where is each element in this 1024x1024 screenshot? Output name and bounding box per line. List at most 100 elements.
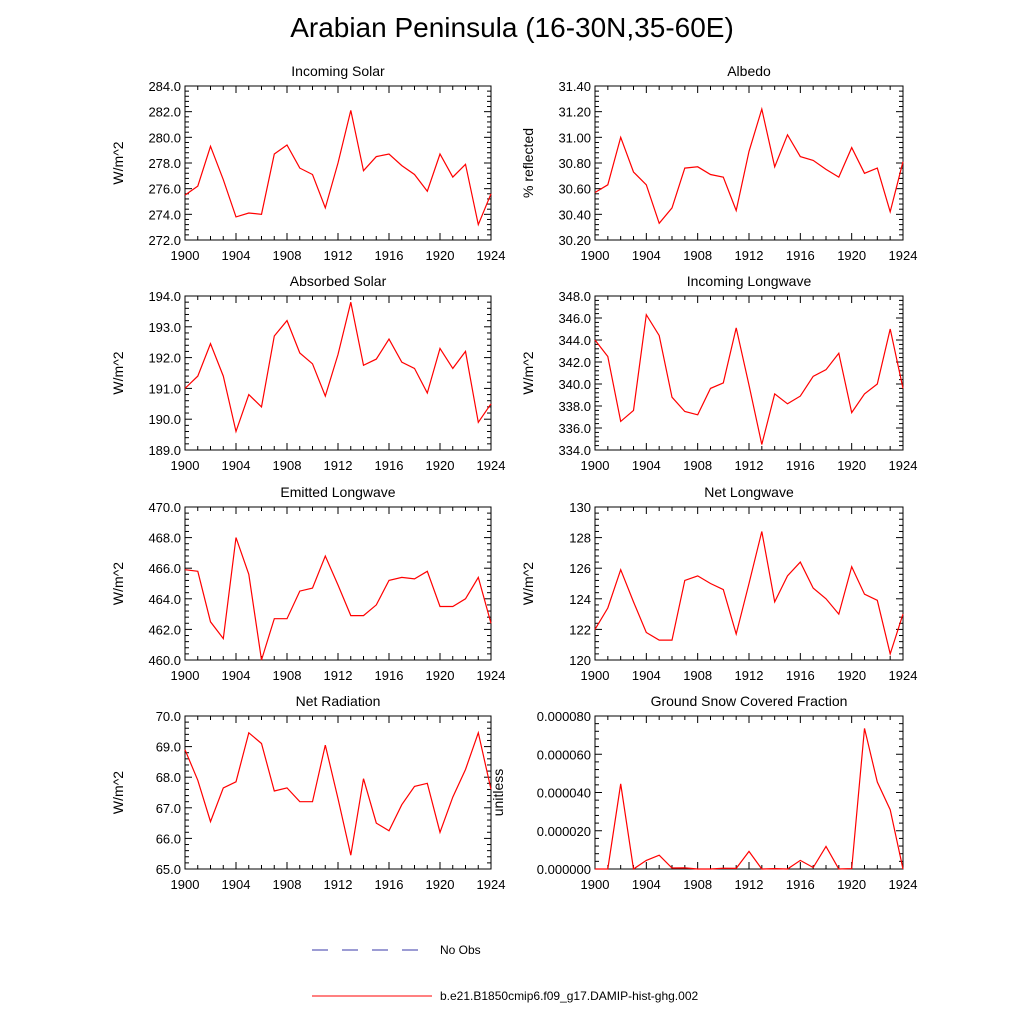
x-tick-label: 1908: [273, 248, 302, 263]
x-tick-label: 1904: [222, 877, 251, 892]
panel-7: Ground Snow Covered Fraction 1900 1904 1908…: [490, 693, 917, 892]
x-tick-label: 1900: [171, 248, 200, 263]
x-tick-label: 1912: [324, 668, 353, 683]
y-tick-label: 193.0: [148, 320, 181, 335]
x-tick-label: 1908: [683, 458, 712, 473]
legend: No Obs b.e21.B1850cmip6.f09_g17.DAMIP-his…: [312, 943, 698, 1003]
x-tick-label: 1920: [837, 877, 866, 892]
y-tick-label: 468.0: [148, 531, 181, 546]
y-tick-label: 30.60: [558, 182, 591, 197]
panel-5: Net Longwave 1900 1904 1908 1912 1916 1920 1924…: [520, 484, 917, 683]
y-tick-label: 344.0: [558, 333, 591, 348]
plot-frame: [184, 295, 492, 451]
y-tick-label: 190.0: [148, 412, 181, 427]
y-tick-label: 0.000020: [537, 824, 591, 839]
y-tick-label: 30.80: [558, 156, 591, 171]
y-tick-label: 276.0: [148, 182, 181, 197]
x-tick-label: 1924: [889, 248, 918, 263]
series-line: [594, 531, 904, 657]
panel-0: Incoming Solar 1900 1904 1908 1912 1916 1920 19…: [110, 63, 505, 263]
panel-2: Absorbed Solar 1900 1904 1908 1912 1916 1920 19…: [110, 273, 505, 473]
x-tick-label: 1912: [324, 248, 353, 263]
x-tick-label: 1916: [375, 877, 404, 892]
plot-title: Incoming Longwave: [687, 273, 812, 289]
legend-label-no-obs: No Obs: [440, 943, 481, 957]
y-tick-label: 65.0: [156, 862, 181, 877]
plot-title: Emitted Longwave: [280, 484, 395, 500]
y-tick-label: 0.000060: [537, 747, 591, 762]
y-tick-label: 128: [569, 531, 591, 546]
series-line: [184, 302, 492, 434]
plot-title: Albedo: [727, 63, 771, 79]
x-tick-label: 1924: [477, 458, 506, 473]
y-axis-label: W/m^2: [110, 351, 126, 394]
y-tick-label: 460.0: [148, 653, 181, 668]
panel-6: Net Radiation 1900 1904 1908 1912 1916 1920 192…: [110, 693, 505, 892]
x-tick-label: 1916: [786, 877, 815, 892]
plot-frame: [184, 506, 492, 661]
x-tick-label: 1904: [222, 248, 251, 263]
y-tick-label: 130: [569, 500, 591, 515]
x-tick-label: 1900: [171, 458, 200, 473]
x-tick-label: 1908: [273, 458, 302, 473]
x-tick-label: 1908: [683, 248, 712, 263]
x-tick-label: 1924: [477, 668, 506, 683]
y-tick-label: 466.0: [148, 561, 181, 576]
series-line: [184, 537, 492, 661]
y-tick-label: 120: [569, 653, 591, 668]
x-tick-label: 1920: [426, 668, 455, 683]
y-axis-label: W/m^2: [520, 562, 536, 605]
y-tick-label: 336.0: [558, 421, 591, 436]
x-tick-label: 1900: [581, 668, 610, 683]
series-line: [184, 110, 492, 227]
y-tick-label: 340.0: [558, 377, 591, 392]
x-tick-label: 1924: [477, 877, 506, 892]
y-tick-label: 122: [569, 622, 591, 637]
page-title: Arabian Peninsula (16-30N,35-60E): [290, 12, 734, 43]
x-tick-label: 1916: [786, 248, 815, 263]
plot-title: Ground Snow Covered Fraction: [651, 693, 848, 709]
series-line: [594, 106, 904, 225]
y-tick-label: 126: [569, 561, 591, 576]
x-tick-label: 1904: [632, 458, 661, 473]
x-tick-label: 1924: [889, 458, 918, 473]
panel-4: Emitted Longwave 1900 1904 1908 1912 1916 1920…: [110, 484, 505, 683]
y-axis-label: % reflected: [520, 128, 536, 198]
x-tick-label: 1908: [683, 668, 712, 683]
y-tick-label: 31.00: [558, 130, 591, 145]
plot-title: Net Radiation: [296, 693, 381, 709]
y-tick-label: 66.0: [156, 831, 181, 846]
x-tick-label: 1920: [837, 248, 866, 263]
y-tick-label: 462.0: [148, 622, 181, 637]
y-tick-label: 70.0: [156, 709, 181, 724]
y-axis-label: unitless: [490, 769, 506, 816]
y-tick-label: 189.0: [148, 443, 181, 458]
legend-label-model: b.e21.B1850cmip6.f09_g17.DAMIP-hist-ghg.…: [440, 989, 698, 1003]
x-tick-label: 1900: [171, 877, 200, 892]
x-tick-label: 1916: [375, 458, 404, 473]
x-tick-label: 1904: [632, 248, 661, 263]
y-tick-label: 67.0: [156, 801, 181, 816]
y-axis-label: W/m^2: [520, 351, 536, 394]
x-tick-label: 1912: [735, 877, 764, 892]
x-tick-label: 1904: [222, 458, 251, 473]
y-tick-label: 124: [569, 592, 591, 607]
y-tick-label: 280.0: [148, 130, 181, 145]
series-line: [595, 728, 904, 871]
y-tick-label: 346.0: [558, 311, 591, 326]
y-tick-label: 272.0: [148, 233, 181, 248]
x-tick-label: 1920: [426, 877, 455, 892]
x-tick-label: 1924: [889, 668, 918, 683]
series-line: [594, 312, 904, 445]
y-tick-label: 68.0: [156, 770, 181, 785]
y-axis-label: W/m^2: [110, 771, 126, 814]
x-tick-label: 1916: [786, 668, 815, 683]
x-tick-label: 1912: [735, 458, 764, 473]
y-tick-label: 31.20: [558, 105, 591, 120]
y-tick-label: 338.0: [558, 399, 591, 414]
x-tick-label: 1916: [375, 668, 404, 683]
y-tick-label: 464.0: [148, 592, 181, 607]
x-tick-label: 1912: [735, 248, 764, 263]
x-tick-label: 1904: [222, 668, 251, 683]
